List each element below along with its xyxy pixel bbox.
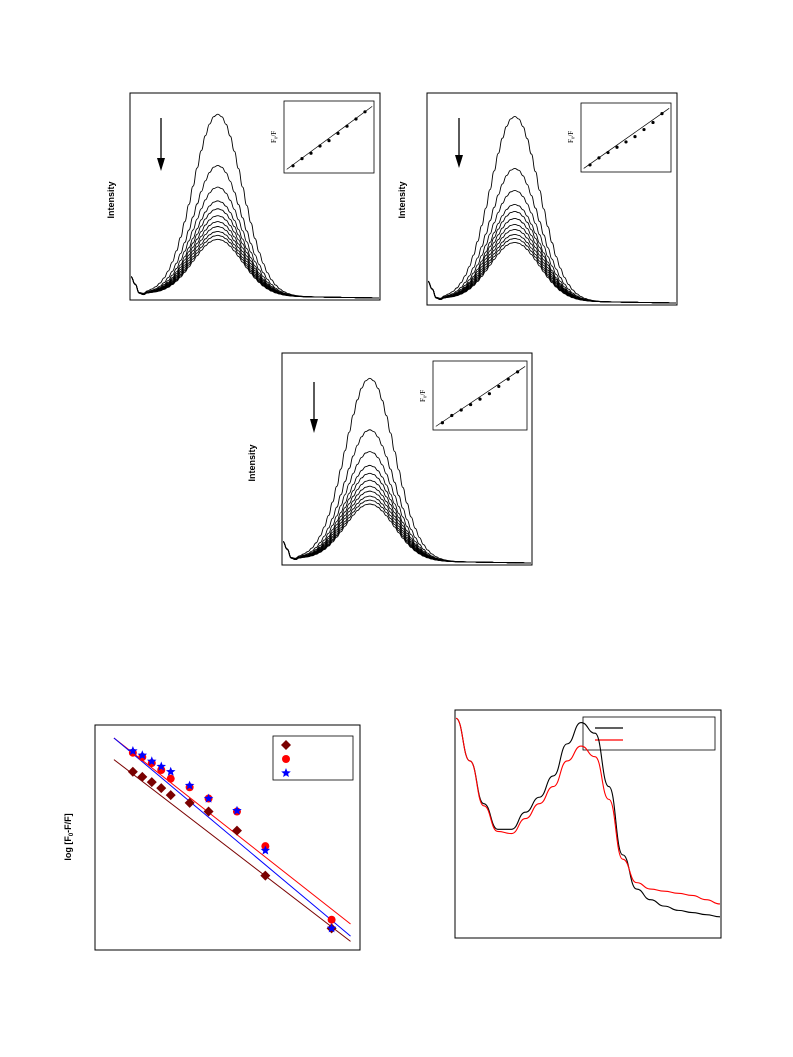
inset-point-7 [642, 127, 646, 132]
inset-point-7 [345, 124, 349, 128]
point-s1-2 [137, 771, 148, 782]
absorption-curve-1 [455, 717, 721, 918]
spectra-group [427, 115, 677, 304]
point-s1-7 [203, 806, 214, 817]
inset-point-8 [354, 117, 358, 121]
plot-frame [94, 724, 361, 951]
legend-box [272, 735, 354, 781]
legend-marker-1 [281, 740, 291, 750]
fit-line-3 [113, 737, 351, 937]
plot-frame [129, 92, 381, 301]
inset-point-8 [651, 120, 655, 125]
y-axis-label: Intensity [397, 181, 407, 218]
inset-point-3 [309, 151, 313, 155]
inset-plot: F₀/F [270, 100, 375, 174]
inset-point-9 [516, 370, 520, 374]
point-s3-3 [147, 756, 157, 766]
inset-y-label: F₀/F [270, 131, 278, 143]
spectrum-curve-3 [282, 451, 532, 564]
point-s1-1 [127, 766, 138, 777]
inset-y-label: F₀/F [567, 131, 575, 143]
chart-panel-1: Intensity F₀/F [106, 92, 381, 301]
spectrum-curve-11 [282, 503, 532, 564]
point-s3-5 [166, 766, 176, 776]
point-s2-5 [166, 774, 175, 783]
quench-arrow [157, 118, 165, 171]
inset-point-6 [336, 131, 340, 135]
y-axis-label: Intensity [247, 444, 257, 481]
point-s1-6 [184, 797, 195, 808]
legend-box [582, 716, 716, 751]
inset-point-4 [615, 145, 619, 149]
spectrum-curve-10 [130, 234, 380, 299]
point-s1-9 [260, 870, 271, 881]
spectrum-curve-9 [282, 495, 532, 564]
spectrum-curve-11 [130, 238, 380, 299]
point-s3-8 [232, 805, 242, 815]
plot-frame [426, 92, 678, 306]
point-s3-2 [137, 750, 148, 760]
point-s3-6 [184, 780, 195, 790]
point-s3-1 [128, 746, 138, 755]
chart-panel-2: Intensity F₀/F [397, 92, 678, 306]
inset-point-6 [633, 135, 637, 139]
spectra-group [455, 717, 721, 918]
inset-point-3 [606, 150, 610, 155]
fit-line-2 [113, 737, 351, 925]
point-s1-5 [165, 790, 176, 801]
inset-point-4 [318, 144, 322, 148]
y-axis-label: log [F0-F/F] [63, 813, 75, 860]
spectrum-curve-11 [427, 241, 677, 304]
quench-arrow [455, 118, 463, 168]
fit-line-1 [113, 759, 351, 942]
inset-point-1 [291, 164, 295, 168]
point-s3-7 [203, 793, 214, 803]
inset-point-6 [487, 392, 491, 396]
inset-point-7 [497, 384, 501, 389]
inset-point-1 [588, 163, 592, 167]
inset-y-label: F₀/F [419, 390, 427, 402]
inset-point-2 [450, 413, 454, 418]
chart-panel-4: log [F0-F/F] [63, 724, 361, 951]
plot-frame [454, 709, 722, 939]
inset-point-1 [440, 421, 444, 425]
point-s3-9 [260, 845, 271, 855]
inset-plot: F₀/F [567, 102, 672, 173]
inset-point-5 [327, 139, 331, 143]
legend-marker-2 [282, 755, 290, 763]
fit-lines [113, 737, 351, 942]
inset-point-9 [363, 110, 367, 114]
y-axis-label: Intensity [106, 181, 116, 218]
inset-point-4 [469, 402, 473, 407]
inset-point-2 [300, 157, 304, 161]
spectra-group [282, 377, 532, 564]
spectra-group [130, 113, 380, 299]
chart-panel-3: Intensity F₀/F [247, 352, 533, 566]
spectrum-curve-10 [282, 499, 532, 564]
point-s3-4 [156, 761, 166, 771]
plot-frame [281, 352, 533, 566]
spectrum-curve-3 [130, 186, 380, 299]
inset-plot: F₀/F [419, 360, 528, 431]
quench-arrow [310, 382, 318, 433]
point-s2-10 [327, 915, 336, 924]
inset-point-9 [660, 112, 664, 116]
point-s3-10 [326, 923, 337, 933]
point-s1-4 [156, 783, 167, 794]
data-points [127, 746, 337, 934]
inset-point-8 [506, 377, 510, 381]
spectrum-curve-9 [427, 233, 677, 304]
inset-point-5 [478, 397, 482, 401]
inset-point-5 [624, 140, 628, 144]
chart-panel-5 [454, 709, 722, 939]
inset-point-2 [597, 156, 601, 160]
spectrum-curve-9 [130, 230, 380, 299]
point-s1-8 [231, 825, 242, 836]
spectrum-curve-3 [427, 189, 677, 304]
inset-point-3 [459, 408, 463, 412]
legend-marker-3 [281, 768, 291, 777]
absorption-curve-2 [455, 717, 721, 905]
point-s1-3 [146, 777, 157, 788]
